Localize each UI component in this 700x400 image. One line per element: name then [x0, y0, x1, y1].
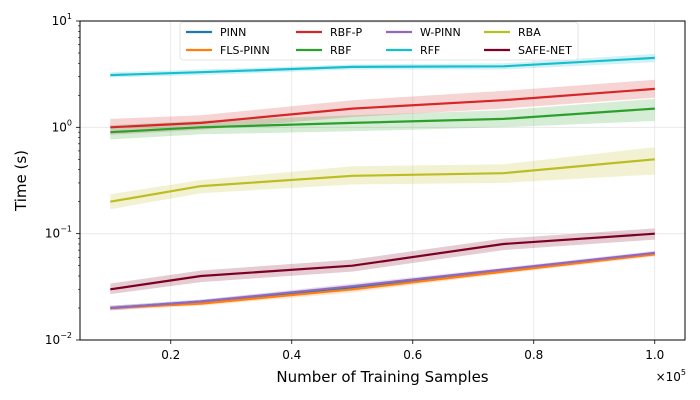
- band-rbf: [110, 98, 655, 140]
- legend-label-rbf: RBF: [330, 44, 352, 57]
- x-scale-label: ×105: [656, 368, 686, 384]
- legend: PINN FLS-PINN RBF-P RBF W-PINN RFF RBA SAFE-NET: [179, 21, 579, 61]
- x-tick-label: 0.2: [161, 348, 180, 362]
- x-tick-label: 1.0: [645, 348, 664, 362]
- line-fls-pinn: [110, 253, 655, 310]
- series-lines: [110, 56, 655, 310]
- legend-label-w-pinn: W-PINN: [420, 26, 461, 39]
- x-tick-label: 0.8: [524, 348, 543, 362]
- y-tick-label: 101: [52, 12, 72, 28]
- legend-label-pinn: PINN: [220, 26, 246, 39]
- legend-label-safe-net: SAFE-NET: [518, 44, 572, 57]
- y-axis-label: Time (s): [12, 150, 30, 212]
- line-rff: [110, 56, 655, 77]
- confidence-bands: [110, 53, 655, 311]
- line-rbf-p: [110, 87, 655, 129]
- x-scale-exponent: 5: [681, 368, 686, 377]
- x-scale-base: ×10: [656, 370, 681, 384]
- plot-frame: [79, 20, 686, 341]
- line-w-pinn: [110, 251, 655, 310]
- line-rbf: [110, 107, 655, 134]
- y-tick-label: 100: [52, 118, 72, 134]
- legend-label-rff: RFF: [420, 44, 440, 57]
- band-rba: [110, 147, 655, 210]
- legend-label-fls-pinn: FLS-PINN: [220, 44, 270, 57]
- band-pinn: [110, 251, 655, 311]
- line-safe-net: [110, 232, 655, 291]
- band-w-pinn: [110, 250, 655, 311]
- legend-label-rba: RBA: [518, 26, 541, 39]
- x-tick-label: 0.4: [282, 348, 301, 362]
- y-tick-label: 10−1: [45, 225, 72, 241]
- x-axis-label: Number of Training Samples: [276, 368, 488, 386]
- legend-box: [179, 21, 579, 61]
- legend-label-rbf-p: RBF-P: [330, 26, 362, 39]
- x-tick-label: 0.6: [403, 348, 422, 362]
- axis-ticks: 0.2 0.4 0.6 0.8 1.0 10−2 10−1 100 101: [45, 12, 664, 362]
- line-rba: [110, 158, 655, 203]
- y-tick-label: 10−2: [45, 331, 72, 347]
